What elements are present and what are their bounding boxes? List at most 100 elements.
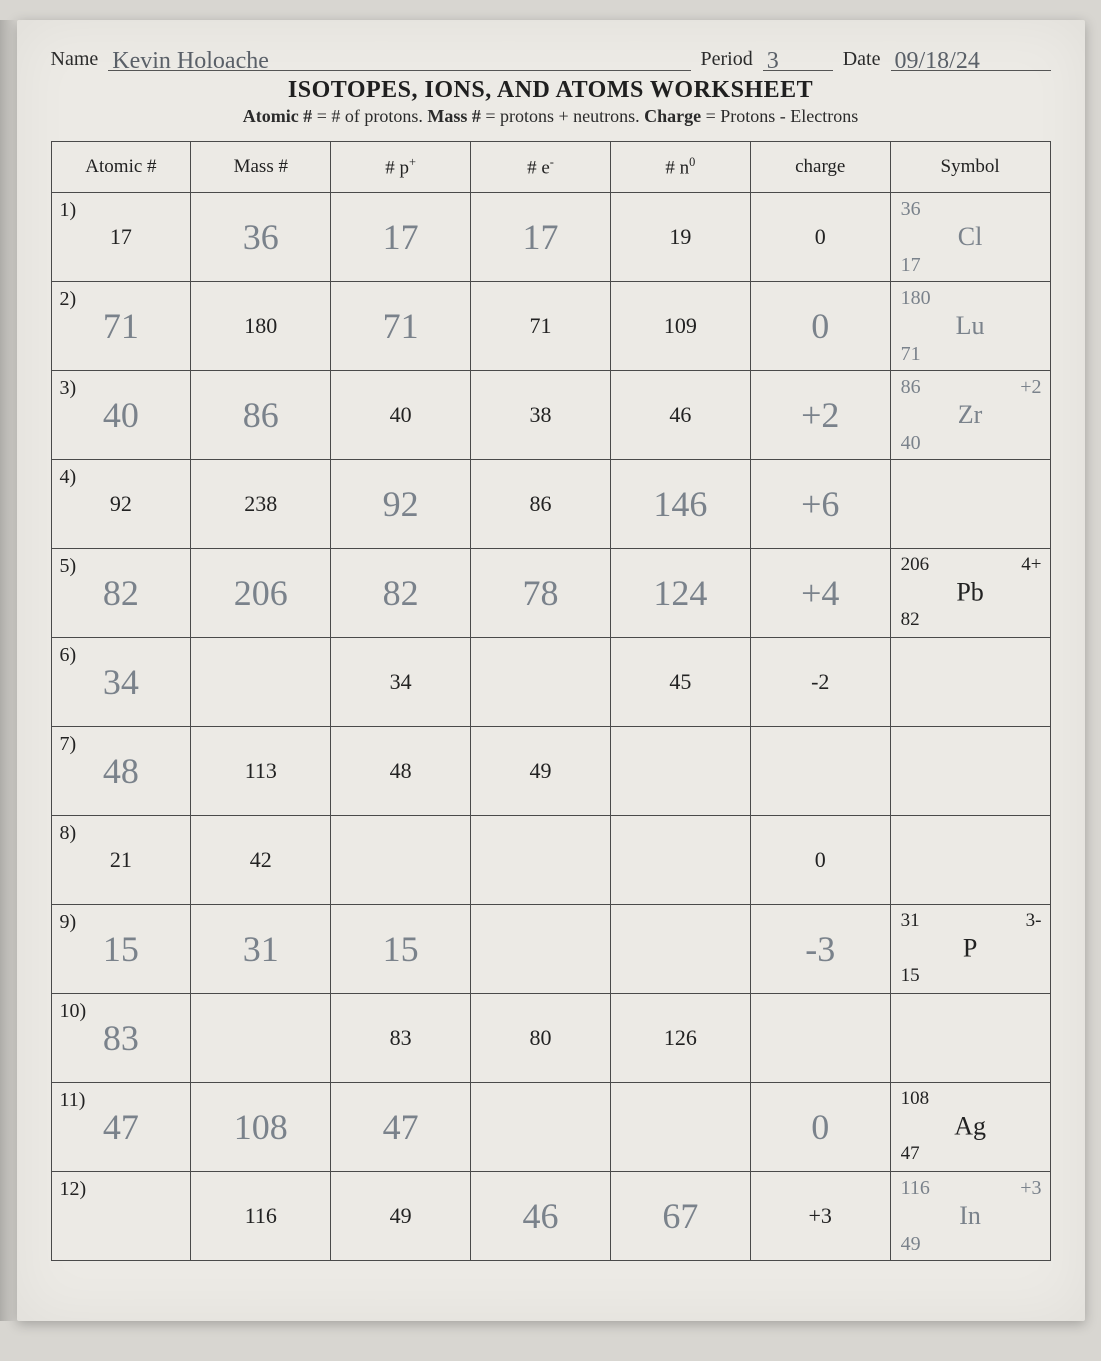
cell-stack: 36 [191,193,330,281]
row-number: 10) [60,1000,87,1023]
cell-charge: -3 [750,905,890,994]
table-row: 7)481134849 [51,727,1050,816]
cell-stack [611,816,750,904]
printed-value: -2 [811,670,829,694]
cell-n: 124 [610,549,750,638]
cell-atomic: 12) [51,1172,191,1261]
cell-stack: +6 [751,460,890,548]
cell-stack: 0 [751,282,890,370]
printed-value: 48 [390,759,412,783]
table-row: 10)838380126 [51,994,1050,1083]
cell-charge: 0 [750,816,890,905]
printed-value: 83 [390,1026,412,1050]
cell-stack: -2 [751,638,890,726]
handwritten-value: 86 [243,397,279,433]
table-body: 1)173617171903617Cl2)711807171109018071L… [51,193,1050,1261]
symbol-box [891,727,1050,815]
cell-stack: 49 [471,727,610,815]
symbol-mass-hand: 36 [901,199,921,219]
cell-stack: 15 [331,905,470,993]
printed-value: 71 [530,314,552,338]
printed-value: 0 [815,848,826,872]
row-number: 5) [60,555,77,578]
sub-c1: Charge [644,106,701,126]
cell-stack: 0 [751,816,890,904]
cell-stack: 238 [191,460,330,548]
cell-charge [750,727,890,816]
cell-symbol: 8640+2Zr [890,371,1050,460]
handwritten-value: 47 [103,1109,139,1145]
cell-p: 92 [331,460,471,549]
table-row: 8)21420 [51,816,1050,905]
cell-n: 45 [610,638,750,727]
cell-p: 48 [331,727,471,816]
cell-stack: 40 [331,371,470,459]
cell-atomic: 11) 47 [51,1083,191,1172]
cell-stack: 19 [611,193,750,281]
col-e: # e- [471,142,611,193]
cell-stack: 82 [331,549,470,637]
cell-mass: 180 [191,282,331,371]
printed-value: 17 [110,225,132,249]
sub-a2: = # of protons. [312,106,427,126]
cell-stack: 42 [191,816,330,904]
symbol-charge-hand: +3 [1020,1178,1041,1198]
handwritten-value: 46 [523,1198,559,1234]
cell-n: 67 [610,1172,750,1261]
page-shadow [0,20,17,1321]
row-number: 11) [60,1089,86,1112]
cell-symbol: 10847Ag [890,1083,1050,1172]
header-row: Name Kevin Holoache Period 3 Date 09/18/… [51,44,1051,71]
cell-p: 15 [331,905,471,994]
worksheet-page: Name Kevin Holoache Period 3 Date 09/18/… [17,20,1085,1321]
cell-symbol: 11649+3In [890,1172,1050,1261]
cell-stack: 17 [331,193,470,281]
handwritten-value: -3 [805,931,835,967]
symbol-box: 31153-P [891,905,1050,993]
cell-symbol: 206824+Pb [890,549,1050,638]
cell-e: 80 [471,994,611,1083]
printed-value: 21 [110,848,132,872]
printed-value: 0 [815,225,826,249]
col-mass: Mass # [191,142,331,193]
symbol-mass-hand: 116 [901,1178,930,1198]
cell-stack [471,638,610,726]
row-number: 9) [60,911,77,934]
name-label: Name [51,48,99,71]
symbol-box: 10847Ag [891,1083,1050,1171]
handwritten-value: 15 [103,931,139,967]
period-label: Period [701,48,753,71]
worksheet-table: Atomic # Mass # # p+ # e- # n0 charge Sy… [51,141,1051,1261]
cell-stack: 46 [611,371,750,459]
cell-p: 82 [331,549,471,638]
cell-stack: 146 [611,460,750,548]
cell-stack: 46 [471,1172,610,1260]
cell-n: 146 [610,460,750,549]
cell-p: 40 [331,371,471,460]
symbol-box [891,994,1050,1082]
symbol-element-hand: Lu [956,313,985,339]
symbol-element-hand: Cl [958,224,983,250]
cell-symbol [890,727,1050,816]
printed-value: 34 [390,670,412,694]
table-row: 1)173617171903617Cl [51,193,1050,282]
cell-stack: 116 [191,1172,330,1260]
cell-e [471,816,611,905]
cell-stack: 17 [471,193,610,281]
cell-charge: 0 [750,193,890,282]
cell-stack: 92 [331,460,470,548]
cell-symbol [890,460,1050,549]
cell-n: 19 [610,193,750,282]
cell-p: 83 [331,994,471,1083]
cell-charge: +4 [750,549,890,638]
cell-stack: 31 [191,905,330,993]
handwritten-value: 31 [243,931,279,967]
handwritten-value: 17 [523,219,559,255]
cell-mass [191,638,331,727]
handwritten-value: 0 [811,308,829,344]
symbol-box: 18071Lu [891,282,1050,370]
cell-stack [331,816,470,904]
col-symbol: Symbol [890,142,1050,193]
cell-p [331,816,471,905]
cell-stack: 80 [471,994,610,1082]
